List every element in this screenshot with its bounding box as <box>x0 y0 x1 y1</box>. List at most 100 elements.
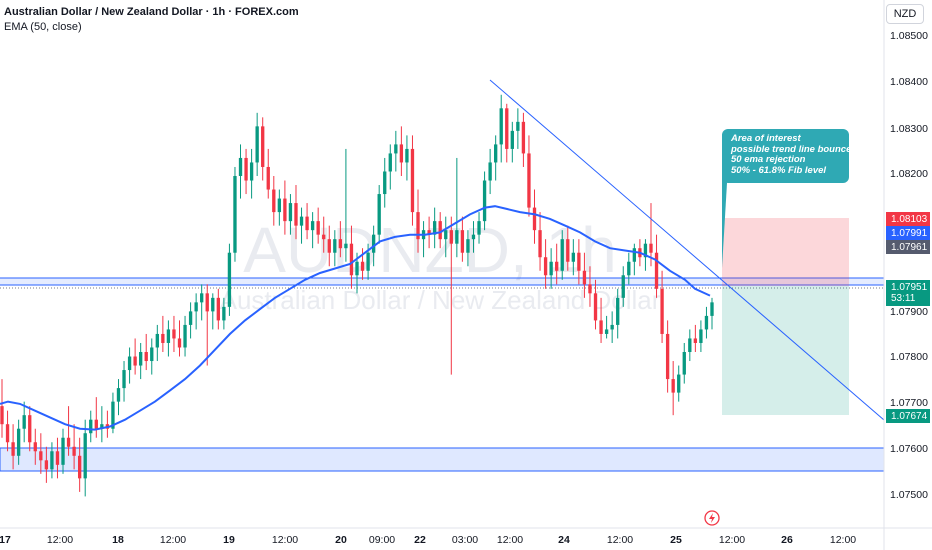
ema-indicator-label[interactable]: EMA (50, close) <box>4 21 82 33</box>
price-tick-label: 1.07700 <box>890 397 928 409</box>
candle-body <box>399 144 404 163</box>
time-tick-label: 12:00 <box>607 534 633 546</box>
resistance-zone <box>0 278 884 285</box>
candle-body <box>571 252 575 262</box>
candle-body <box>555 261 559 271</box>
candle-body <box>538 230 542 258</box>
candle-body <box>521 121 526 154</box>
price-tick-label: 1.08300 <box>890 123 928 135</box>
candle-body <box>682 352 686 375</box>
candle-body <box>55 451 60 465</box>
candle-body <box>643 243 648 258</box>
price-tick-label: 1.07600 <box>890 443 928 455</box>
candle-body <box>116 388 121 402</box>
candle-body <box>277 198 282 213</box>
candle-body <box>255 126 259 163</box>
lightning-icon <box>709 513 715 523</box>
candle-body <box>388 153 392 172</box>
candle-body <box>139 352 143 366</box>
note-line: 50% - 61.8% Fib level <box>731 164 827 176</box>
candle-body <box>244 157 248 181</box>
target-price-label: 1.07674 <box>891 411 928 422</box>
candle-body <box>693 338 698 343</box>
price-tick-label: 1.08400 <box>890 76 928 88</box>
candle-body <box>704 315 709 330</box>
candle-body <box>604 329 609 334</box>
candle-body <box>494 144 498 163</box>
annotation-note[interactable]: Area of interest possible trend line bou… <box>722 129 851 183</box>
candle-body <box>50 451 54 470</box>
price-tick-label: 1.07500 <box>890 489 928 501</box>
time-tick-label: 25 <box>670 534 682 546</box>
trend-line <box>489 79 885 421</box>
time-tick-label: 09:00 <box>369 534 395 546</box>
candle-body <box>505 108 509 149</box>
candle-body <box>455 230 459 244</box>
candle-body <box>355 261 359 276</box>
candle-body <box>344 243 348 249</box>
zone-price-label-box <box>886 240 930 254</box>
candle-body <box>327 239 331 253</box>
candle-body <box>310 221 315 231</box>
candle-body <box>416 212 420 240</box>
time-tick-label: 22 <box>414 534 426 546</box>
candle-body <box>83 433 87 479</box>
candle-body <box>127 356 132 371</box>
candle-body <box>549 261 553 276</box>
candle-body <box>333 239 337 253</box>
events-icon <box>704 510 720 526</box>
candle-body <box>710 302 714 316</box>
time-tick-label: 12:00 <box>272 534 298 546</box>
candle-body <box>621 275 625 298</box>
time-tick-label: 26 <box>781 534 793 546</box>
candle-body <box>665 333 670 380</box>
time-tick-label: 12:00 <box>719 534 745 546</box>
last-price-label: 1.07951 <box>891 282 928 293</box>
symbol-title: Australian Dollar / New Zealand Dollar ·… <box>4 6 299 18</box>
price-tick-label: 1.07800 <box>890 351 928 363</box>
candle-body <box>677 374 681 393</box>
note-line: Area of interest <box>731 133 801 144</box>
candle-body <box>466 239 470 253</box>
candle-body <box>111 401 115 429</box>
candle-body <box>660 288 664 334</box>
candle-body <box>649 243 653 253</box>
candle-body <box>566 239 570 262</box>
candle-body <box>410 148 415 213</box>
candle-body <box>150 347 154 362</box>
candle-body <box>5 424 10 443</box>
watermark-name: Australian Dollar / New Zealand Dollar <box>220 285 661 315</box>
candle-body <box>449 230 453 244</box>
candle-body <box>488 162 492 181</box>
candle-body <box>61 437 65 465</box>
candle-body <box>577 252 581 271</box>
time-tick-label: 12:00 <box>47 534 73 546</box>
candle-body <box>144 352 148 362</box>
candle-body <box>305 216 309 231</box>
candle-body <box>671 379 675 393</box>
time-tick-label: 12:00 <box>160 534 186 546</box>
candle-body <box>377 194 381 235</box>
candle-body <box>632 248 637 262</box>
candle-body <box>444 230 448 240</box>
candle-body <box>205 293 209 312</box>
ema-line <box>0 205 711 431</box>
candle-body <box>588 284 592 294</box>
candle-body <box>532 207 537 231</box>
candle-body <box>599 320 603 334</box>
note-pointer <box>722 170 727 268</box>
candle-body <box>360 261 365 271</box>
candle-body <box>161 333 165 343</box>
time-tick-label: 20 <box>335 534 347 546</box>
candle-body <box>283 198 287 222</box>
candle-body <box>349 243 354 276</box>
candle-body <box>371 234 376 253</box>
currency-button[interactable]: NZD <box>886 4 924 24</box>
candle-body <box>316 221 320 235</box>
candle-body <box>510 130 514 149</box>
candle-body <box>516 121 520 131</box>
candle-body <box>22 415 26 429</box>
candle-body <box>688 338 692 352</box>
